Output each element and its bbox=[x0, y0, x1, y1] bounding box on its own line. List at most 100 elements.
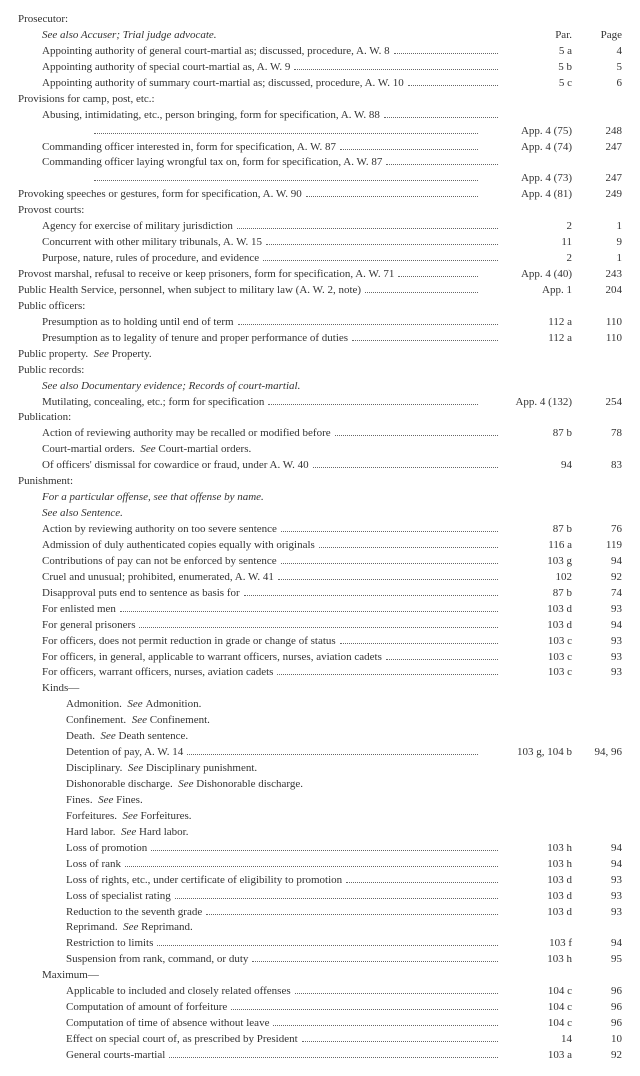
entry-page: 5 bbox=[572, 60, 622, 76]
index-entry: Contributions of pay can not be enforced… bbox=[18, 554, 622, 570]
entry-label: For officers, warrant officers, nurses, … bbox=[42, 665, 273, 681]
entry-label: Provost courts: bbox=[18, 203, 84, 219]
leader-dots bbox=[244, 595, 498, 596]
entry-page: 1 bbox=[572, 251, 622, 267]
index-entry: Public property. See Property. bbox=[18, 347, 622, 363]
entry-label: Death. See Death sentence. bbox=[66, 729, 188, 745]
entry-label: Kinds— bbox=[42, 681, 79, 697]
index-entry: For officers, does not permit reduction … bbox=[18, 634, 622, 650]
index-entry: Restriction to limits103 f94 bbox=[18, 936, 622, 952]
entry-label: Fines. See Fines. bbox=[66, 793, 143, 809]
entry-label: Public records: bbox=[18, 363, 84, 379]
entry-par: 116 a bbox=[502, 538, 572, 554]
entry-page: 243 bbox=[572, 267, 622, 283]
entry-par: 5 c bbox=[502, 76, 572, 92]
entry-par: 103 c bbox=[502, 665, 572, 681]
leader-dots bbox=[277, 674, 498, 675]
index-entry: Purpose, nature, rules of procedure, and… bbox=[18, 251, 622, 267]
entry-page: 93 bbox=[572, 889, 622, 905]
leader-dots bbox=[365, 292, 478, 293]
entry-label: Public property. See Property. bbox=[18, 347, 152, 363]
entry-par: 103 g, 104 b bbox=[482, 745, 572, 761]
entry-page: 96 bbox=[572, 984, 622, 1000]
index-entry: Reprimand. See Reprimand. bbox=[18, 920, 622, 936]
entry-label: Purpose, nature, rules of procedure, and… bbox=[42, 251, 259, 267]
index-entry: For officers, in general, applicable to … bbox=[18, 650, 622, 666]
entry-label: General courts-martial bbox=[66, 1048, 165, 1064]
entry-par: 103 h bbox=[502, 952, 572, 968]
entry-par: 94 bbox=[502, 458, 572, 474]
col-header-par: Par. bbox=[502, 28, 572, 44]
entry-par: 103 d bbox=[502, 889, 572, 905]
leader-dots bbox=[94, 180, 478, 181]
col-header-page: Page bbox=[572, 28, 622, 44]
index-entry: Appointing authority of special court-ma… bbox=[18, 60, 622, 76]
leader-dots bbox=[94, 133, 478, 134]
index-entry: Loss of specialist rating103 d93 bbox=[18, 889, 622, 905]
entry-par: 5 a bbox=[502, 44, 572, 60]
leader-dots bbox=[302, 1041, 498, 1042]
entry-par: 5 b bbox=[502, 60, 572, 76]
index-entry: Dishonorable discharge. See Dishonorable… bbox=[18, 777, 622, 793]
entry-page: 93 bbox=[572, 650, 622, 666]
entry-par: 112 a bbox=[502, 331, 572, 347]
entry-par: 103 d bbox=[502, 905, 572, 921]
leader-dots bbox=[175, 898, 498, 899]
index-entry: Admonition. See Admonition. bbox=[18, 697, 622, 713]
entry-par: 103 c bbox=[502, 650, 572, 666]
entry-par: 104 c bbox=[502, 1000, 572, 1016]
index-entry: Computation of time of absence without l… bbox=[18, 1016, 622, 1032]
entry-page: 93 bbox=[572, 873, 622, 889]
leader-dots bbox=[340, 643, 498, 644]
leader-dots bbox=[231, 1009, 498, 1010]
index-entry: Loss of rights, etc., under certificate … bbox=[18, 873, 622, 889]
entry-label: Mutilating, concealing, etc.; form for s… bbox=[42, 395, 264, 411]
leader-dots bbox=[408, 85, 498, 86]
entry-page: 248 bbox=[572, 124, 622, 140]
entry-page: 4 bbox=[572, 44, 622, 60]
index-entry: App. 4 (73)247 bbox=[18, 171, 622, 187]
leader-dots bbox=[206, 914, 498, 915]
entry-page: 94 bbox=[572, 841, 622, 857]
entry-page: 110 bbox=[572, 315, 622, 331]
index-entry: Abusing, intimidating, etc., person brin… bbox=[18, 108, 622, 124]
entry-par: 103 d bbox=[502, 618, 572, 634]
leader-dots bbox=[386, 659, 498, 660]
index-entry: Confinement. See Confinement. bbox=[18, 713, 622, 729]
entry-label: Abusing, intimidating, etc., person brin… bbox=[42, 108, 380, 124]
entry-par: App. 4 (40) bbox=[482, 267, 572, 283]
entry-page: 254 bbox=[572, 395, 622, 411]
entry-page: 83 bbox=[572, 458, 622, 474]
entry-label: Punishment: bbox=[18, 474, 73, 490]
entry-par: App. 4 (81) bbox=[482, 187, 572, 203]
entry-page: 119 bbox=[572, 538, 622, 554]
index-entry: For officers, warrant officers, nurses, … bbox=[18, 665, 622, 681]
index-entry: Publication: bbox=[18, 410, 622, 426]
entry-par: 103 a bbox=[502, 1048, 572, 1064]
entry-par: App. 4 (74) bbox=[482, 140, 572, 156]
entry-par: 103 h bbox=[502, 841, 572, 857]
entry-par: App. 4 (73) bbox=[482, 171, 572, 187]
entry-label: Presumption as to holding until end of t… bbox=[42, 315, 234, 331]
index-entry: Admission of duly authenticated copies e… bbox=[18, 538, 622, 554]
index-entry: Public Health Service, personnel, when s… bbox=[18, 283, 622, 299]
entry-label: Appointing authority of summary court-ma… bbox=[42, 76, 404, 92]
entry-label: Presumption as to legality of tenure and… bbox=[42, 331, 348, 347]
index-entry: Action of reviewing authority may be rec… bbox=[18, 426, 622, 442]
entry-label: Public Health Service, personnel, when s… bbox=[18, 283, 361, 299]
leader-dots bbox=[398, 276, 478, 277]
index-entry: General courts-martial103 a92 bbox=[18, 1048, 622, 1064]
entry-label: Provost marshal, refusal to receive or k… bbox=[18, 267, 394, 283]
entry-par: 103 d bbox=[502, 602, 572, 618]
entry-label: Publication: bbox=[18, 410, 71, 426]
entry-label: Loss of promotion bbox=[66, 841, 147, 857]
entry-page: 76 bbox=[572, 522, 622, 538]
index-entry: Provisions for camp, post, etc.: bbox=[18, 92, 622, 108]
entry-page: 78 bbox=[572, 426, 622, 442]
entry-page: 94 bbox=[572, 936, 622, 952]
leader-dots bbox=[319, 547, 498, 548]
entry-page: 93 bbox=[572, 905, 622, 921]
entry-page: 94, 96 bbox=[572, 745, 622, 761]
leader-dots bbox=[306, 196, 478, 197]
entry-par: 11 bbox=[502, 235, 572, 251]
